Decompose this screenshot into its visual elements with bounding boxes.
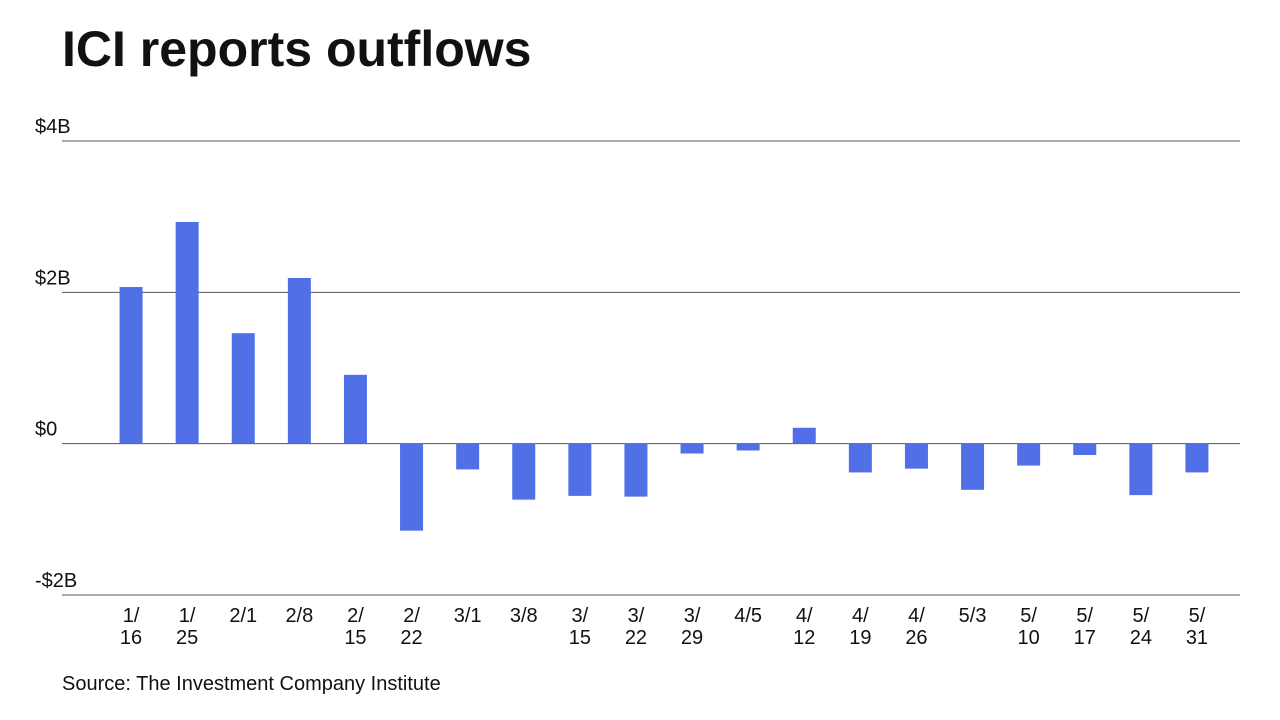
x-tick-label: 3/1: [454, 605, 482, 627]
bar: [287, 277, 311, 444]
x-tick-label: 2/8: [285, 605, 313, 627]
x-tick-label: 5/3: [959, 605, 987, 627]
x-tick-label-line: 12: [793, 627, 815, 649]
x-tick-label: 4/26: [905, 605, 927, 649]
bar: [119, 287, 143, 444]
x-tick-label-line: 29: [681, 627, 703, 649]
x-tick-label-line: 15: [569, 627, 591, 649]
bar: [961, 443, 985, 490]
x-tick-label: 4/5: [734, 605, 762, 627]
x-tick-label-line: 3/: [684, 605, 701, 627]
bar: [400, 443, 424, 531]
x-tick-label-line: 5/: [1076, 605, 1093, 627]
x-tick-label: 2/15: [344, 605, 366, 649]
x-tick-label: 3/22: [625, 605, 647, 649]
bar: [456, 443, 480, 470]
y-tick-label: -$2B: [35, 570, 77, 592]
x-tick-label: 3/29: [681, 605, 703, 649]
x-tick-label-line: 24: [1130, 627, 1152, 649]
bar: [175, 221, 199, 444]
x-tick-label: 2/1: [229, 605, 257, 627]
y-tick-label: $0: [35, 419, 57, 441]
x-tick-label: 1/25: [176, 605, 198, 649]
x-tick-label-line: 4/: [852, 605, 869, 627]
x-tick-label: 1/16: [120, 605, 142, 649]
x-tick-label-line: 22: [625, 627, 647, 649]
x-tick-label-line: 26: [905, 627, 927, 649]
x-tick-label-line: 19: [849, 627, 871, 649]
x-tick-label-line: 3/: [628, 605, 645, 627]
x-tick-label: 5/10: [1018, 605, 1040, 649]
x-tick-label-line: 31: [1186, 627, 1208, 649]
x-tick-label: 5/24: [1130, 605, 1152, 649]
x-tick-label: 5/17: [1074, 605, 1096, 649]
x-tick-label: 4/12: [793, 605, 815, 649]
bar: [1017, 443, 1041, 466]
x-tick-label-line: 2/: [347, 605, 364, 627]
bar: [568, 443, 592, 496]
bar: [624, 443, 648, 497]
bar: [1185, 443, 1209, 473]
x-tick-label-line: 5/: [1020, 605, 1037, 627]
x-tick-label-line: 15: [344, 627, 366, 649]
bar: [792, 427, 816, 444]
bar: [904, 443, 928, 469]
x-tick-label: 5/31: [1186, 605, 1208, 649]
chart-title: ICI reports outflows: [62, 21, 531, 77]
x-tick-label-line: 5/: [1133, 605, 1150, 627]
source-note: Source: The Investment Company Institute: [62, 673, 441, 695]
x-tick-label-line: 4/: [908, 605, 925, 627]
x-tick-label-line: 1/: [123, 605, 140, 627]
bar: [736, 443, 760, 451]
x-tick-label-line: 2/: [403, 605, 420, 627]
bar: [1129, 443, 1153, 496]
x-tick-label: 3/15: [569, 605, 591, 649]
x-tick-label: 4/19: [849, 605, 871, 649]
x-tick-label-line: 25: [176, 627, 198, 649]
x-tick-label-line: 16: [120, 627, 142, 649]
x-tick-label-line: 22: [400, 627, 422, 649]
x-tick-label-line: 17: [1074, 627, 1096, 649]
y-tick-label: $2B: [35, 267, 71, 289]
x-tick-label-line: 10: [1018, 627, 1040, 649]
bar: [512, 443, 536, 500]
x-tick-label: 2/22: [400, 605, 422, 649]
bar: [1073, 443, 1097, 456]
x-tick-label-line: 1/: [179, 605, 196, 627]
x-tick-label-line: 3/: [572, 605, 589, 627]
x-tick-label-line: 5/: [1189, 605, 1206, 627]
x-tick-label: 3/8: [510, 605, 538, 627]
x-tick-label-line: 4/: [796, 605, 813, 627]
bar: [231, 333, 255, 444]
bar: [848, 443, 872, 473]
y-tick-label: $4B: [35, 116, 71, 138]
bar: [680, 443, 704, 454]
bar: [343, 374, 367, 444]
